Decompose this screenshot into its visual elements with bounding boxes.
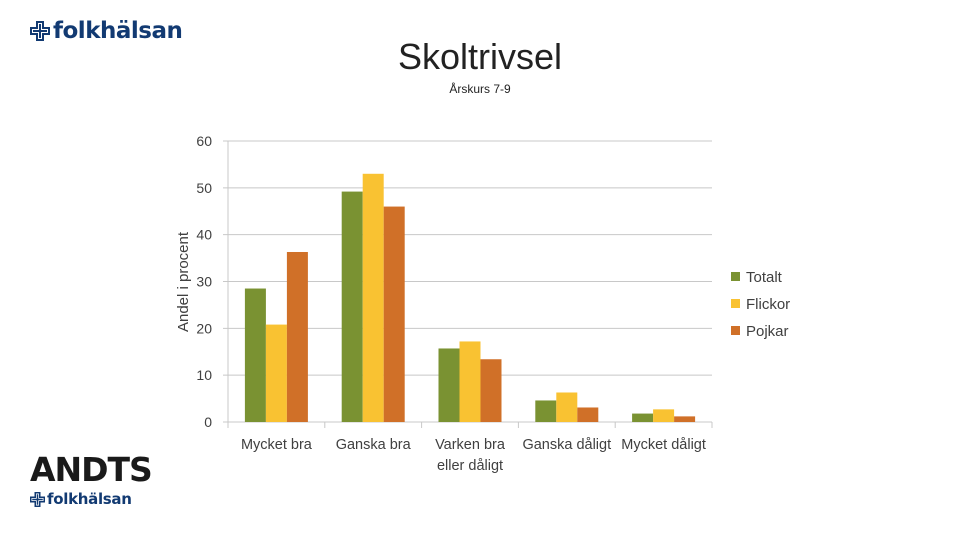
chart-subtitle: Årskurs 7-9 — [449, 82, 511, 96]
bar-totalt-4 — [632, 413, 654, 422]
y-tick-label: 20 — [196, 320, 212, 336]
y-axis-label: Andel i procent — [175, 231, 192, 332]
cross-logo-icon — [30, 491, 45, 507]
chart-title: Skoltrivsel — [397, 36, 563, 77]
legend-swatch-flickor — [731, 299, 740, 308]
bar-flickor-0 — [265, 324, 287, 422]
folkhalsan-logo-top: folkhälsan — [30, 18, 183, 44]
legend-swatch-totalt — [731, 272, 740, 281]
x-category-label: Mycket dåligt — [621, 437, 706, 453]
cross-logo-icon — [30, 21, 50, 41]
bar-pojkar-2 — [480, 359, 502, 422]
folkhalsan-logo-text: folkhälsan — [53, 18, 183, 44]
bar-totalt-0 — [244, 288, 266, 422]
y-tick-label: 60 — [196, 133, 212, 149]
legend-label-pojkar: Pojkar — [746, 323, 789, 340]
bar-flickor-3 — [556, 392, 578, 422]
bar-totalt-2 — [438, 348, 460, 422]
andts-logo: ANDTS folkhälsan — [30, 450, 153, 508]
bar-pojkar-3 — [577, 407, 599, 422]
legend-swatch-pojkar — [731, 326, 740, 335]
legend-label-flickor: Flickor — [746, 296, 790, 313]
y-tick-label: 0 — [204, 414, 212, 430]
bar-flickor-2 — [459, 341, 481, 422]
bar-pojkar-1 — [383, 206, 405, 422]
x-category-label: Ganska bra — [336, 437, 412, 453]
bar-pojkar-0 — [286, 251, 308, 422]
y-tick-label: 30 — [196, 274, 212, 290]
x-category-label: Mycket bra — [241, 437, 313, 453]
y-tick-label: 50 — [196, 180, 212, 196]
bar-flickor-4 — [653, 409, 675, 422]
x-category-label: Varken bra eller dåligt — [435, 437, 506, 474]
andts-logo-text: ANDTS — [30, 450, 153, 489]
y-tick-label: 40 — [196, 227, 212, 243]
bar-pojkar-4 — [674, 416, 696, 422]
folkhalsan-logo-text-small: folkhälsan — [47, 490, 132, 508]
y-tick-label: 10 — [196, 367, 212, 383]
x-category-label: Ganska dåligt — [522, 437, 611, 453]
bar-flickor-1 — [362, 173, 384, 422]
legend-label-totalt: Totalt — [746, 269, 783, 286]
bar-totalt-3 — [535, 400, 557, 422]
bar-totalt-1 — [341, 191, 363, 422]
